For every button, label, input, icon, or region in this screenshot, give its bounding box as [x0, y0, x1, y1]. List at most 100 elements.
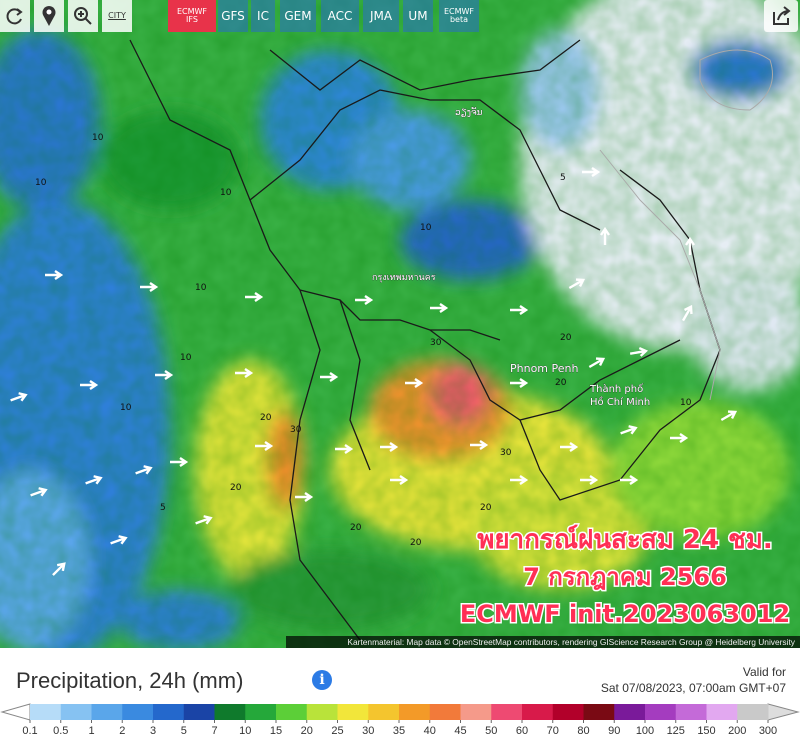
legend-swatch: [645, 704, 677, 720]
footer: Precipitation, 24h (mm) i Valid for Sat …: [0, 648, 800, 746]
model-label: beta: [449, 15, 469, 24]
variable-title: Precipitation, 24h (mm): [16, 668, 244, 693]
wind-arrow: [720, 410, 738, 422]
location-button[interactable]: [34, 0, 64, 32]
wind-arrow: [45, 270, 64, 280]
wind-arrow: [295, 492, 314, 502]
wind-arrow: [140, 282, 159, 292]
place-label: Hồ Chí Minh: [590, 396, 650, 408]
contour-label: 10: [120, 403, 132, 413]
wind-arrow: [52, 562, 66, 576]
legend-tick-label: 50: [485, 725, 497, 737]
contour-label: 20: [560, 333, 572, 343]
refresh-button[interactable]: [0, 0, 30, 32]
legend-swatch: [737, 704, 769, 720]
share-button[interactable]: [764, 0, 798, 32]
legend-tick-label: 40: [424, 725, 436, 737]
legend-tick-label: 0.1: [22, 725, 37, 737]
model-button[interactable]: ECMWF beta: [439, 0, 479, 32]
city-button[interactable]: CITY: [102, 0, 132, 32]
model-label: JMA: [369, 8, 393, 23]
legend-swatch: [706, 704, 738, 720]
wind-arrow: [10, 392, 28, 402]
legend-swatch: [122, 704, 154, 720]
zoom-button[interactable]: [68, 0, 98, 32]
legend-tick-label: 20: [301, 725, 313, 737]
legend-swatch: [429, 704, 461, 720]
legend-tick-label: 30: [362, 725, 374, 737]
legend-swatch: [460, 704, 492, 720]
legend-tick-label: 15: [270, 725, 282, 737]
model-label: IC: [257, 8, 269, 23]
wind-arrow: [110, 535, 128, 545]
wind-arrow: [85, 475, 103, 485]
legend-swatch: [245, 704, 277, 720]
overlay-line: 7 กรกฎาคม 2566: [523, 563, 727, 591]
overlay-text: พยากรณ์ฝนสะสม 24 ชม. 7 กรกฎาคม 2566 ECMWF …: [458, 523, 791, 630]
wind-arrow: [600, 226, 610, 245]
model-button[interactable]: GEM: [280, 0, 316, 32]
wind-arrow: [582, 167, 601, 177]
contour-label: 20: [350, 523, 362, 533]
texture: [0, 0, 800, 648]
legend-tick-label: 7: [211, 725, 217, 737]
model-button[interactable]: GFS: [218, 0, 248, 32]
wind-arrow: [235, 368, 254, 378]
contour-label: 10: [420, 223, 432, 233]
model-button[interactable]: JMA: [363, 0, 399, 32]
wind-arrow: [685, 236, 695, 255]
info-button[interactable]: i: [312, 670, 332, 690]
wind-arrow: [335, 444, 354, 454]
legend-tick-label: 45: [454, 725, 466, 737]
wind-arrow: [355, 295, 374, 305]
borders: [129, 39, 721, 641]
legend-tick-label: 10: [239, 725, 251, 737]
wind-arrow: [670, 433, 689, 443]
model-button[interactable]: UM: [403, 0, 433, 32]
wind-arrow: [80, 380, 99, 390]
place-label: Thành phố: [589, 383, 643, 395]
wind-arrow: [620, 425, 638, 435]
contour-label: 20: [260, 413, 272, 423]
wind-arrow: [620, 475, 639, 485]
contour-label: 10: [35, 178, 47, 188]
legend-arrow-left: [0, 703, 31, 721]
wind-arrow: [135, 465, 153, 475]
wind-arrow: [405, 378, 424, 388]
wind-arrow: [155, 370, 174, 380]
model-label: GFS: [221, 8, 245, 23]
legend-swatch: [675, 704, 707, 720]
legend-tick-label: 80: [577, 725, 589, 737]
contour-label: 20: [555, 378, 567, 388]
legend-tick-label: 35: [393, 725, 405, 737]
legend-tick-label: 90: [608, 725, 620, 737]
legend-tick-label: 100: [636, 725, 654, 737]
legend-tick-label: 1: [88, 725, 94, 737]
legend-swatch: [276, 704, 308, 720]
contour-label: 20: [410, 538, 422, 548]
overlay-line: ECMWF init.2023063012: [460, 600, 790, 628]
wind-arrow: [510, 305, 529, 315]
model-button[interactable]: IC: [251, 0, 275, 32]
wind-arrow: [470, 440, 489, 450]
legend-tick-label: 0.5: [53, 725, 68, 737]
wind-arrow: [629, 346, 649, 357]
wind-arrow: [245, 292, 264, 302]
contour-label: 10: [220, 188, 232, 198]
model-label: UM: [408, 8, 428, 23]
legend-tick-label: 3: [150, 725, 156, 737]
model-button[interactable]: ECMWF IFS: [168, 0, 216, 32]
attribution-bg: [286, 636, 800, 648]
legend-tick-label: 150: [697, 725, 715, 737]
legend-tick-label: 60: [516, 725, 528, 737]
legend-swatch: [183, 704, 215, 720]
contour-label: 5: [560, 173, 566, 183]
wind-arrow: [580, 475, 599, 485]
wind-arrow: [390, 475, 409, 485]
legend-tick-label: 5: [181, 725, 187, 737]
legend-tick-label: 70: [547, 725, 559, 737]
model-button[interactable]: ACC: [321, 0, 359, 32]
legend-swatch: [30, 704, 62, 720]
contour-label: 10: [195, 283, 207, 293]
